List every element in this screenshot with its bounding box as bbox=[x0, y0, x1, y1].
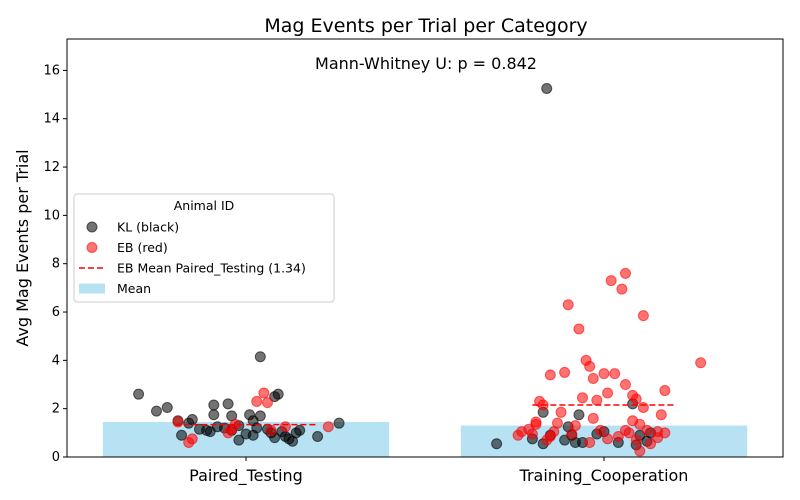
data-point-eb bbox=[659, 385, 671, 397]
legend-label: EB Mean Paired_Testing (1.34) bbox=[117, 261, 306, 276]
data-point-kl bbox=[161, 401, 173, 413]
data-point-kl bbox=[176, 429, 188, 441]
data-point-eb bbox=[616, 283, 628, 295]
data-point-kl bbox=[233, 434, 245, 446]
legend-title: Animal ID bbox=[174, 198, 235, 213]
x-tick-label: Paired_Testing bbox=[189, 466, 303, 486]
data-point-kl bbox=[254, 410, 266, 422]
data-point-eb bbox=[258, 387, 270, 399]
data-point-kl bbox=[186, 414, 198, 426]
data-point-eb bbox=[587, 372, 599, 384]
data-point-eb bbox=[265, 424, 277, 436]
data-point-kl bbox=[573, 409, 585, 421]
legend-marker bbox=[86, 221, 98, 233]
data-point-kl bbox=[541, 83, 553, 95]
data-point-eb bbox=[637, 401, 649, 413]
data-point-kl bbox=[208, 409, 220, 421]
data-point-eb bbox=[279, 421, 291, 433]
y-tick-label: 10 bbox=[43, 208, 60, 223]
data-point-eb bbox=[619, 379, 631, 391]
data-point-eb bbox=[573, 323, 585, 335]
data-point-eb bbox=[526, 428, 538, 440]
data-point-kl bbox=[133, 388, 145, 400]
legend-label: EB (red) bbox=[117, 240, 168, 255]
legend-marker bbox=[86, 242, 98, 253]
x-axis: Paired_Testing Training_Cooperation bbox=[189, 457, 688, 486]
plot-frame bbox=[66, 38, 784, 458]
data-point-eb bbox=[577, 392, 589, 404]
data-point-eb bbox=[186, 433, 198, 445]
legend-label: KL (black) bbox=[117, 220, 179, 235]
y-tick-label: 2 bbox=[52, 402, 60, 417]
data-point-eb bbox=[641, 424, 653, 436]
stat-annotation: Mann-Whitney U: p = 0.842 bbox=[315, 54, 537, 73]
data-point-eb bbox=[569, 420, 581, 432]
data-point-eb bbox=[659, 427, 671, 439]
data-point-kl bbox=[208, 399, 220, 411]
scatter-points bbox=[133, 83, 707, 457]
data-point-eb bbox=[609, 368, 621, 380]
data-point-kl bbox=[294, 424, 306, 436]
y-tick-label: 4 bbox=[52, 353, 60, 368]
legend: Animal ID KL (black) EB (red) EB Mean Paire… bbox=[73, 193, 335, 303]
y-tick-label: 8 bbox=[52, 257, 60, 272]
data-point-eb bbox=[594, 424, 606, 436]
data-point-eb bbox=[530, 416, 542, 428]
data-point-eb bbox=[612, 430, 624, 442]
data-point-eb bbox=[602, 387, 614, 399]
y-tick-label: 6 bbox=[52, 305, 60, 320]
data-point-eb bbox=[619, 267, 631, 279]
data-point-eb bbox=[602, 433, 614, 445]
data-point-eb bbox=[261, 397, 273, 409]
x-tick-label: Training_Cooperation bbox=[519, 466, 689, 486]
data-point-eb bbox=[584, 437, 596, 449]
data-point-kl bbox=[491, 438, 503, 450]
eb-mean-lines bbox=[174, 404, 676, 426]
data-point-eb bbox=[695, 357, 707, 369]
y-axis: 0 2 4 6 8 10 12 14 16 bbox=[43, 63, 67, 465]
data-point-eb bbox=[562, 299, 574, 311]
data-point-kl bbox=[254, 351, 266, 363]
data-point-kl bbox=[272, 388, 284, 400]
data-point-eb bbox=[637, 310, 649, 322]
data-point-eb bbox=[623, 427, 635, 439]
y-axis-label: Avg Mag Events per Trial bbox=[13, 149, 32, 346]
data-point-eb bbox=[598, 368, 610, 380]
data-point-kl bbox=[222, 398, 234, 410]
data-point-eb bbox=[322, 421, 334, 433]
y-tick-label: 12 bbox=[43, 160, 60, 175]
data-point-kl bbox=[312, 430, 324, 442]
data-point-eb bbox=[172, 416, 184, 428]
data-point-eb bbox=[544, 369, 556, 381]
data-point-eb bbox=[587, 412, 599, 424]
data-point-kl bbox=[151, 405, 162, 417]
data-point-kl bbox=[251, 422, 263, 434]
data-point-eb bbox=[605, 275, 617, 287]
chart-title: Mag Events per Trial per Category bbox=[264, 15, 587, 37]
legend-box bbox=[73, 193, 335, 303]
legend-patch bbox=[79, 283, 105, 294]
data-point-eb bbox=[559, 366, 571, 378]
data-point-kl bbox=[333, 417, 345, 429]
data-point-eb bbox=[645, 438, 657, 450]
data-point-eb bbox=[584, 360, 596, 372]
data-point-eb bbox=[551, 417, 563, 429]
data-point-eb bbox=[555, 406, 567, 418]
data-point-eb bbox=[634, 418, 646, 430]
y-tick-label: 0 bbox=[52, 450, 60, 465]
legend-label: Mean bbox=[117, 281, 151, 296]
y-tick-label: 14 bbox=[43, 112, 60, 127]
y-tick-label: 16 bbox=[43, 63, 60, 78]
data-point-eb bbox=[634, 445, 646, 457]
data-point-eb bbox=[630, 393, 642, 405]
data-point-eb bbox=[251, 395, 263, 407]
data-point-eb bbox=[630, 434, 642, 446]
data-point-eb bbox=[591, 394, 603, 406]
data-point-eb bbox=[655, 409, 667, 421]
